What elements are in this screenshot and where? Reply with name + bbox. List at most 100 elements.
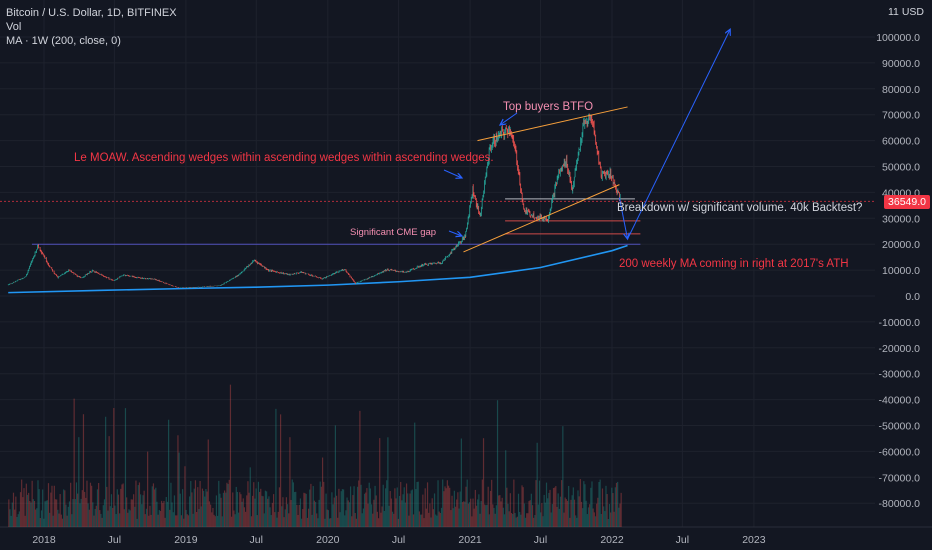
volume-bar — [501, 497, 503, 527]
volume-bar — [8, 499, 10, 527]
volume-bar — [47, 483, 50, 527]
volume-bar — [410, 490, 412, 527]
volume-bar — [148, 515, 150, 527]
volume-bar — [231, 516, 233, 527]
volume-bar — [505, 450, 507, 527]
volume-bar — [319, 481, 321, 527]
volume-bar — [360, 484, 362, 527]
volume-bar — [342, 489, 345, 527]
volume-bar — [580, 501, 583, 527]
volume-bar — [214, 516, 216, 527]
volume-bar — [224, 490, 226, 527]
volume-bar — [516, 516, 518, 527]
volume-bar — [30, 502, 32, 527]
volume-bar — [190, 481, 192, 527]
volume-bar — [470, 498, 472, 527]
volume-bar — [369, 488, 371, 527]
volume-bar — [91, 485, 93, 527]
volume-bar — [380, 512, 382, 527]
volume-bar — [196, 511, 198, 527]
volume-bar — [201, 488, 204, 527]
top-buyers-pointer-arrow — [500, 112, 518, 125]
volume-bar — [475, 505, 478, 527]
volume-bar — [256, 515, 258, 527]
volume-bar — [521, 485, 523, 527]
volume-bar — [363, 493, 366, 527]
volume-bar — [272, 494, 275, 527]
volume-bar — [617, 481, 619, 527]
volume-bar — [445, 488, 447, 527]
volume-bar — [352, 495, 354, 527]
volume-bar — [317, 518, 319, 527]
volume-bar — [486, 504, 488, 527]
volume-bar — [432, 509, 434, 527]
volume-bar — [536, 442, 538, 527]
volume-bar — [116, 489, 118, 527]
volume-bar — [19, 492, 22, 527]
volume-bar — [491, 479, 493, 527]
volume-bar — [187, 515, 190, 527]
volume-bar — [585, 500, 587, 527]
volume-indicator-label[interactable]: Vol — [6, 21, 22, 33]
volume-bar — [283, 517, 285, 527]
volume-bar — [15, 496, 17, 527]
volume-bar — [42, 489, 44, 527]
currency-label[interactable]: 11 USD — [888, 6, 924, 18]
volume-bar — [302, 509, 304, 527]
volume-bar — [418, 511, 420, 527]
volume-bar — [40, 510, 43, 527]
volume-bar — [547, 498, 549, 527]
volume-bar — [261, 495, 263, 527]
volume-bar — [124, 408, 127, 527]
volume-bar — [443, 491, 445, 527]
volume-bar — [552, 487, 555, 527]
volume-bar — [130, 499, 132, 527]
volume-bar — [51, 485, 53, 527]
time-tick-label: Jul — [676, 534, 689, 546]
volume-bar — [205, 488, 207, 527]
volume-bar — [220, 497, 222, 527]
volume-bar — [558, 508, 560, 527]
volume-bar — [502, 507, 504, 527]
volume-bar — [68, 501, 71, 527]
price-tick-label: 0.0 — [905, 291, 920, 303]
volume-bar — [233, 510, 235, 527]
volume-bar — [93, 515, 95, 527]
volume-bar — [454, 506, 457, 527]
volume-bar — [194, 480, 197, 527]
volume-bar — [101, 517, 103, 527]
volume-bar — [613, 511, 615, 527]
volume-bar — [495, 505, 497, 527]
volume-bar — [311, 514, 313, 527]
ma-note-annotation: 200 weekly MA coming in right at 2017's … — [619, 258, 849, 270]
volume-bar — [255, 488, 257, 527]
volume-bar — [64, 490, 66, 527]
volume-bar — [555, 486, 557, 527]
volume-bar — [370, 504, 373, 527]
volume-bar — [35, 509, 37, 527]
volume-bar — [269, 507, 271, 527]
volume-bar — [137, 485, 139, 527]
volume-bar — [113, 407, 115, 527]
symbol-label[interactable]: Bitcoin / U.S. Dollar, 1D, BITFINEX — [6, 7, 177, 19]
volume-bar — [407, 493, 409, 527]
volume-bar — [32, 499, 34, 527]
volume-bar — [499, 495, 501, 527]
ma-indicator-label[interactable]: MA · 1W (200, close, 0) — [6, 35, 121, 47]
volume-bar — [429, 503, 431, 527]
volume-bar — [365, 492, 367, 527]
volume-bar — [60, 514, 62, 527]
volume-bar — [105, 416, 107, 527]
volume-bar — [556, 506, 558, 527]
volume-bar — [161, 500, 163, 527]
volume-bar — [282, 497, 284, 527]
volume-bar — [119, 513, 121, 527]
volume-bar — [354, 512, 356, 527]
volume-bar — [450, 510, 452, 527]
volume-bar — [513, 479, 515, 527]
volume-bar — [523, 503, 525, 527]
volume-bar — [612, 493, 614, 527]
volume-bar — [433, 493, 436, 527]
volume-bar — [346, 497, 348, 527]
